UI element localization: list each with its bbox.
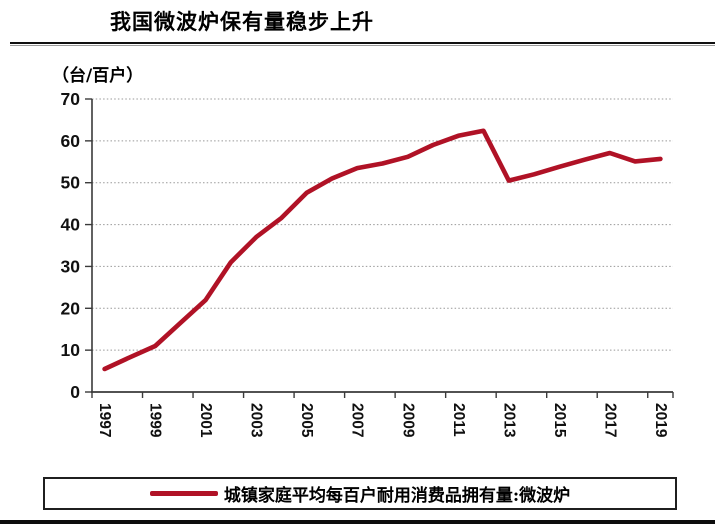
y-axis-tick-label: 20 bbox=[61, 298, 81, 318]
x-axis-tick-label: 2003 bbox=[248, 403, 265, 438]
x-axis-tick-label: 2015 bbox=[551, 403, 568, 438]
legend-label: 城镇家庭平均每百户耐用消费品拥有量:微波炉 bbox=[223, 486, 571, 506]
x-axis-tick-label: 2019 bbox=[652, 403, 669, 438]
y-axis-tick-label: 60 bbox=[61, 131, 81, 151]
y-axis-unit-label: （台/百户） bbox=[52, 66, 144, 86]
line-chart: 0 10 20 30 40 50 60 70 1997 1999 2001 2003 2005 2007 2… bbox=[61, 89, 674, 438]
title-divider bbox=[10, 42, 715, 47]
y-axis-tick-label: 10 bbox=[61, 340, 81, 360]
x-axis-tick-label: 2017 bbox=[601, 403, 618, 437]
x-axis-tick-label: 2009 bbox=[399, 403, 416, 438]
x-axis-tick-label: 2011 bbox=[450, 403, 467, 437]
x-axis-tick-label: 1999 bbox=[147, 403, 164, 438]
title-divider-thin-line bbox=[10, 45, 715, 46]
y-axis-tick-label: 70 bbox=[61, 89, 81, 109]
x-axis-tick-label: 2001 bbox=[197, 403, 214, 438]
legend-box: 城镇家庭平均每百户耐用消费品拥有量:微波炉 bbox=[43, 477, 677, 510]
legend-line-key bbox=[149, 491, 218, 496]
bottom-divider bbox=[0, 520, 715, 524]
x-axis-tick-label: 2005 bbox=[298, 403, 315, 438]
chart-title: 我国微波炉保有量稳步上升 bbox=[110, 9, 374, 34]
data-series-line bbox=[102, 128, 663, 372]
x-axis-tick-label: 1997 bbox=[96, 403, 113, 437]
title-divider-thick-line bbox=[10, 42, 715, 44]
y-axis-tick-label: 40 bbox=[61, 215, 81, 235]
x-axis-tick-label: 2013 bbox=[500, 403, 517, 438]
y-axis-tick-label: 30 bbox=[61, 256, 81, 276]
y-axis-tick-label: 0 bbox=[70, 382, 80, 402]
y-axis-tick-label: 50 bbox=[61, 173, 81, 193]
x-axis-tick-label: 2007 bbox=[349, 403, 366, 437]
